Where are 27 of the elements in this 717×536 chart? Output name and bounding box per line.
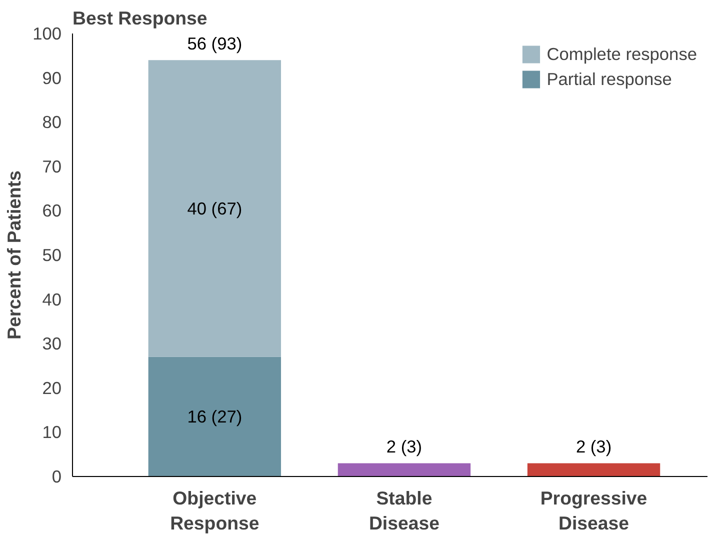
y-tick-label: 90 <box>42 68 62 88</box>
y-tick-label: 80 <box>42 112 62 132</box>
total-label: 2 (3) <box>386 436 422 457</box>
legend-label: Partial response <box>546 68 672 90</box>
x-tick-label: Stable Disease <box>368 488 440 534</box>
y-tick-label: 50 <box>42 245 62 265</box>
bar <box>527 463 660 476</box>
bar <box>148 60 282 357</box>
y-tick-label: 30 <box>42 334 62 354</box>
data-label: 40 (67) <box>187 198 242 218</box>
total-label: 2 (3) <box>576 436 612 457</box>
y-tick-label: 40 <box>42 289 62 310</box>
y-tick-label: 100 <box>32 24 62 44</box>
y-tick-label: 70 <box>42 156 62 176</box>
bar <box>338 463 471 476</box>
y-tick-label: 60 <box>42 200 62 221</box>
bar <box>148 356 282 476</box>
data-label: 16 (27) <box>187 406 242 427</box>
total-label: 56 (93) <box>187 33 242 54</box>
x-tick-label: Objective Response <box>170 488 260 534</box>
y-tick-label: 10 <box>42 422 62 442</box>
y-tick-label: 20 <box>42 378 62 398</box>
x-tick-label: Progressive Disease <box>540 488 648 534</box>
chart-title: Best Response <box>72 8 208 28</box>
legend-label: Complete response <box>546 44 697 64</box>
y-axis-title: Percent of Patients <box>4 170 25 340</box>
y-tick-label: 0 <box>52 466 62 486</box>
